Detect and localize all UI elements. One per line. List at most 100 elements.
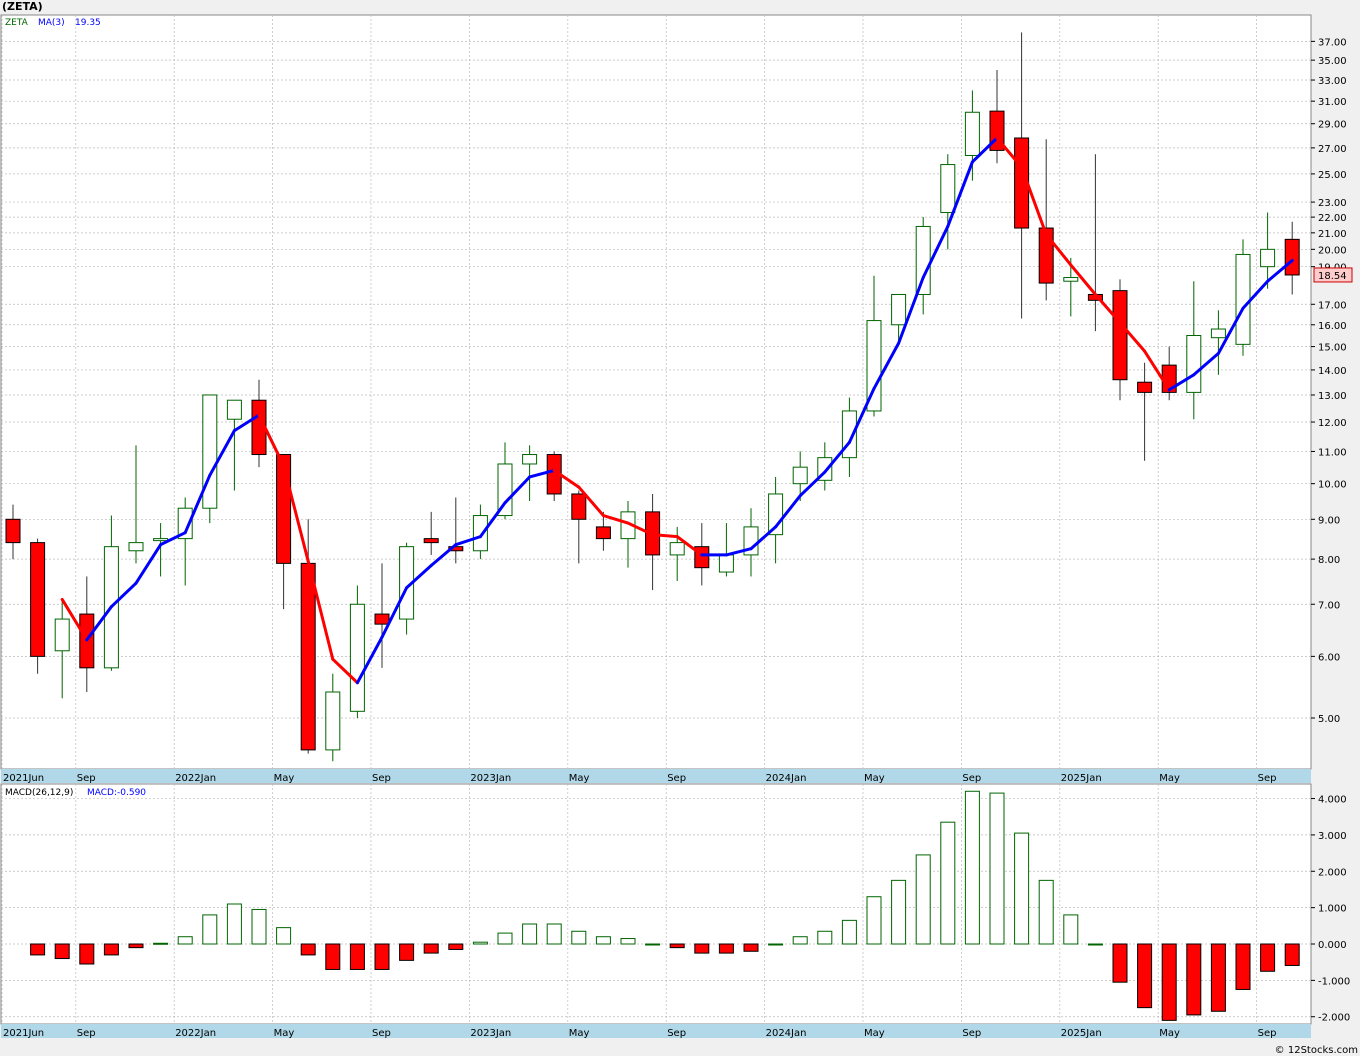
ma-segment	[921, 224, 950, 280]
ma-segment	[897, 276, 925, 345]
ma-segment	[60, 597, 89, 642]
x-axis-label: 2021Jun	[3, 1028, 44, 1039]
macd-bar-negative	[128, 943, 144, 949]
x-axis-label: May	[274, 1028, 295, 1039]
candle-up	[202, 394, 218, 524]
price-tick-label: 9.00	[1318, 515, 1340, 526]
ma-segment	[208, 429, 236, 477]
macd-panel	[0, 783, 1312, 1025]
candle-up	[792, 451, 808, 502]
ma-segment	[306, 559, 335, 661]
macd-bar-positive	[251, 908, 267, 945]
macd-tick-label: 1.000	[1318, 904, 1347, 915]
candle-body	[472, 515, 488, 552]
ma-segment	[1093, 292, 1122, 325]
ma-segment	[675, 535, 704, 557]
price-y-axis: 5.00 6.00 7.00 8.00 9.00 10.00 11.00 12.00 13.00…	[1311, 37, 1347, 725]
candle-body	[202, 394, 218, 509]
candle-body	[1284, 238, 1300, 276]
macd-bar-positive	[915, 854, 931, 945]
macd-bar-negative	[1137, 943, 1153, 1009]
candle-body	[940, 164, 956, 214]
ma-segment	[552, 468, 581, 489]
macd-tick-label: -2.000	[1318, 1013, 1350, 1024]
ma-segment	[109, 581, 138, 609]
macd-bar-positive	[792, 936, 808, 945]
candle-down	[1038, 139, 1054, 301]
macd-bar-negative	[1210, 943, 1226, 1012]
x-axis-label: 2022Jan	[175, 773, 216, 784]
macd-bar-negative	[743, 943, 759, 952]
x-axis-label: Sep	[372, 1028, 391, 1039]
candle-down	[5, 504, 21, 560]
ma-segment	[1192, 351, 1220, 377]
candle-body	[54, 618, 70, 652]
x-axis-label: Sep	[1258, 1028, 1277, 1039]
macd-bar-negative	[1235, 943, 1251, 990]
last-price-label: 18.54	[1318, 271, 1347, 282]
macd-bar-positive	[817, 930, 833, 945]
candle-body	[571, 493, 587, 520]
macd-bar-negative	[1161, 943, 1177, 1021]
candle-body	[153, 538, 169, 542]
ma-segment	[724, 547, 753, 557]
price-tick-label: 11.00	[1318, 447, 1347, 458]
candle-body	[595, 526, 611, 540]
macd-bar-positive	[276, 927, 292, 945]
candle-down	[1137, 362, 1153, 461]
ma-segment	[355, 635, 384, 685]
x-axis-label: May	[864, 1028, 885, 1039]
candle-body	[1063, 277, 1079, 282]
price-tick-label: 31.00	[1318, 97, 1347, 108]
x-axis-label: 2024Jan	[766, 773, 807, 784]
macd-bar-negative	[669, 943, 685, 949]
x-axis-label: Sep	[667, 1028, 686, 1039]
macd-bar-positive	[891, 879, 907, 945]
candle-body	[349, 603, 365, 712]
macd-bar-negative	[718, 943, 734, 954]
macd-bar-positive	[226, 903, 242, 945]
candle-down	[1112, 279, 1128, 401]
macd-bar-negative	[448, 943, 464, 950]
macd-bar-positive	[546, 923, 562, 945]
macd-y-axis: -2.000 -1.000 0.000 1.000 2.000 3.000 4.000	[1311, 795, 1350, 1024]
legend-ticker: ZETA	[5, 18, 29, 28]
price-tick-label: 17.00	[1318, 300, 1347, 311]
macd-bar-positive	[940, 821, 956, 945]
price-tick-label: 15.00	[1318, 343, 1347, 354]
candles	[5, 32, 1300, 762]
price-date-axis	[1, 769, 1311, 783]
candle-body	[374, 613, 390, 625]
price-tick-label: 8.00	[1318, 555, 1340, 566]
last-price-tag: 18.54	[1313, 267, 1353, 283]
ma-segment	[85, 605, 113, 642]
macd-bar-positive	[177, 936, 193, 945]
macd-bar-positive	[153, 942, 169, 945]
candle-body	[128, 542, 144, 552]
candle-body	[177, 507, 193, 540]
candle-body	[5, 518, 21, 544]
candle-body	[891, 293, 907, 326]
macd-bar-negative	[300, 943, 316, 956]
ma-segment	[946, 160, 974, 228]
candle-body	[915, 225, 931, 295]
candle-up	[1260, 212, 1276, 289]
candle-body	[1235, 253, 1251, 345]
macd-bar-positive	[645, 943, 661, 946]
macd-bar-negative	[1186, 943, 1202, 1016]
macd-grid	[1, 784, 1311, 1024]
ma-segment	[183, 473, 212, 535]
ma-segment	[995, 136, 1024, 169]
macd-bar-positive	[841, 919, 857, 945]
price-tick-label: 21.00	[1318, 229, 1347, 240]
legend-macd-label: MACD(26,12,9)	[5, 788, 73, 798]
candle-up	[472, 504, 488, 560]
price-tick-label: 16.00	[1318, 321, 1347, 332]
macd-bar-positive	[571, 930, 587, 945]
ma-segment	[454, 535, 482, 547]
x-axis-label: Sep	[962, 1028, 981, 1039]
ma-segment	[405, 564, 433, 590]
candle-down	[1014, 32, 1030, 319]
macd-bar-negative	[423, 943, 439, 954]
